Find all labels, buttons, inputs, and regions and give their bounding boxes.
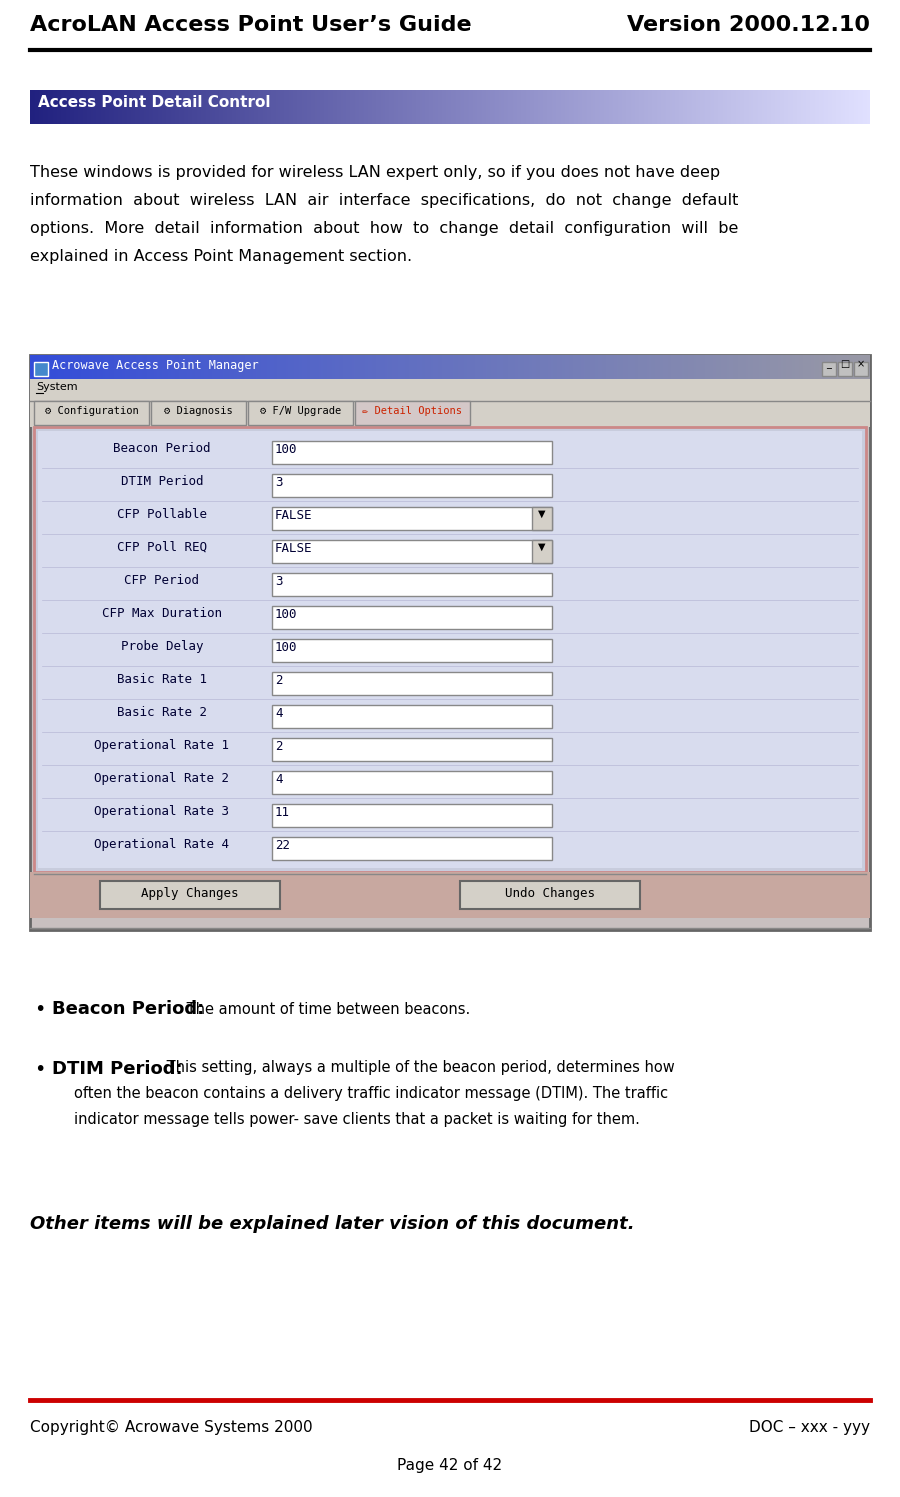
Bar (30, 355, 870, 930)
Text: ⚙ Configuration: ⚙ Configuration (45, 406, 139, 416)
Bar (272, 442, 552, 464)
FancyBboxPatch shape (151, 401, 246, 425)
FancyBboxPatch shape (34, 401, 149, 425)
Text: 100: 100 (275, 608, 298, 621)
Text: Beacon Period:: Beacon Period: (52, 1000, 204, 1018)
Text: Operational Rate 3: Operational Rate 3 (94, 805, 230, 817)
Text: DTIM Period: DTIM Period (121, 475, 203, 488)
Text: These windows is provided for wireless LAN expert only, so if you does not have : These windows is provided for wireless L… (30, 165, 720, 180)
Text: 4: 4 (275, 707, 283, 720)
FancyBboxPatch shape (100, 882, 280, 909)
Text: 100: 100 (275, 443, 298, 457)
Bar (532, 540, 552, 563)
Bar (272, 507, 552, 530)
Bar (272, 639, 552, 662)
Text: This setting, always a multiple of the beacon period, determines how: This setting, always a multiple of the b… (162, 1060, 675, 1075)
Text: FALSE: FALSE (275, 509, 312, 522)
Text: 4: 4 (275, 772, 283, 786)
Text: CFP Max Duration: CFP Max Duration (102, 606, 222, 620)
Bar (854, 362, 868, 376)
Text: options.  More  detail  information  about  how  to  change  detail  configurati: options. More detail information about h… (30, 222, 738, 237)
Bar (34, 362, 48, 376)
Bar (272, 672, 552, 695)
Text: ⚙ Diagnosis: ⚙ Diagnosis (164, 406, 233, 416)
Bar (272, 771, 552, 793)
FancyBboxPatch shape (355, 401, 470, 425)
Bar (272, 475, 552, 497)
Bar (34, 427, 866, 871)
Text: Acrowave Access Point Manager: Acrowave Access Point Manager (52, 359, 258, 371)
Text: System: System (36, 382, 77, 392)
Text: 22: 22 (275, 838, 290, 852)
Bar (272, 804, 552, 826)
Text: 11: 11 (275, 805, 290, 819)
Text: CFP Poll REQ: CFP Poll REQ (117, 540, 207, 554)
Text: _: _ (826, 359, 832, 368)
Text: Page 42 of 42: Page 42 of 42 (398, 1458, 502, 1473)
Text: 3: 3 (275, 476, 283, 490)
Text: 2: 2 (275, 740, 283, 753)
Text: explained in Access Point Management section.: explained in Access Point Management sec… (30, 249, 412, 263)
Text: information  about  wireless  LAN  air  interface  specifications,  do  not  cha: information about wireless LAN air inter… (30, 193, 738, 208)
Text: AcroLAN Access Point User’s Guide: AcroLAN Access Point User’s Guide (30, 15, 472, 34)
Text: The amount of time between beacons.: The amount of time between beacons. (182, 1001, 470, 1016)
Bar (272, 705, 552, 728)
Text: DOC – xxx - yyy: DOC – xxx - yyy (749, 1421, 870, 1436)
Text: Other items will be explained later vision of this document.: Other items will be explained later visi… (30, 1216, 634, 1234)
Text: □: □ (841, 359, 850, 368)
Text: Probe Delay: Probe Delay (121, 641, 203, 653)
Text: •: • (34, 1000, 45, 1019)
FancyBboxPatch shape (460, 882, 640, 909)
Text: 2: 2 (275, 674, 283, 687)
Text: FALSE: FALSE (275, 542, 312, 555)
Bar (30, 355, 870, 379)
Bar (30, 401, 870, 427)
Text: CFP Period: CFP Period (124, 573, 200, 587)
Bar (272, 606, 552, 629)
Text: ×: × (857, 359, 865, 368)
Text: ⚙ F/W Upgrade: ⚙ F/W Upgrade (260, 406, 341, 416)
Bar (838, 362, 852, 376)
Text: Version 2000.12.10: Version 2000.12.10 (627, 15, 870, 34)
Bar (532, 507, 552, 530)
Bar (272, 540, 552, 563)
Text: Access Point Detail Control: Access Point Detail Control (38, 94, 271, 109)
Text: Beacon Period: Beacon Period (113, 442, 211, 455)
Text: Basic Rate 1: Basic Rate 1 (117, 674, 207, 686)
Text: Apply Changes: Apply Changes (141, 888, 239, 900)
Text: Operational Rate 2: Operational Rate 2 (94, 772, 230, 784)
Text: ▼: ▼ (538, 542, 545, 552)
Bar (30, 871, 870, 918)
Text: •: • (34, 1060, 45, 1079)
Text: 3: 3 (275, 575, 283, 588)
Text: often the beacon contains a delivery traffic indicator message (DTIM). The traff: often the beacon contains a delivery tra… (74, 1085, 668, 1100)
Bar (30, 379, 870, 401)
Text: 100: 100 (275, 641, 298, 654)
Bar (272, 573, 552, 596)
Bar (822, 362, 836, 376)
Text: Basic Rate 2: Basic Rate 2 (117, 707, 207, 719)
Text: Operational Rate 4: Operational Rate 4 (94, 838, 230, 850)
Text: indicator message tells power- save clients that a packet is waiting for them.: indicator message tells power- save clie… (74, 1112, 640, 1127)
Text: Copyright© Acrowave Systems 2000: Copyright© Acrowave Systems 2000 (30, 1421, 312, 1436)
Text: Operational Rate 1: Operational Rate 1 (94, 740, 230, 751)
Text: CFP Pollable: CFP Pollable (117, 507, 207, 521)
Bar (272, 738, 552, 760)
Bar (272, 837, 552, 859)
Bar (38, 431, 862, 868)
Text: ▼: ▼ (538, 509, 545, 519)
FancyBboxPatch shape (248, 401, 353, 425)
Text: Undo Changes: Undo Changes (505, 888, 595, 900)
Text: DTIM Period:: DTIM Period: (52, 1060, 183, 1078)
Text: ✏ Detail Options: ✏ Detail Options (363, 406, 463, 416)
